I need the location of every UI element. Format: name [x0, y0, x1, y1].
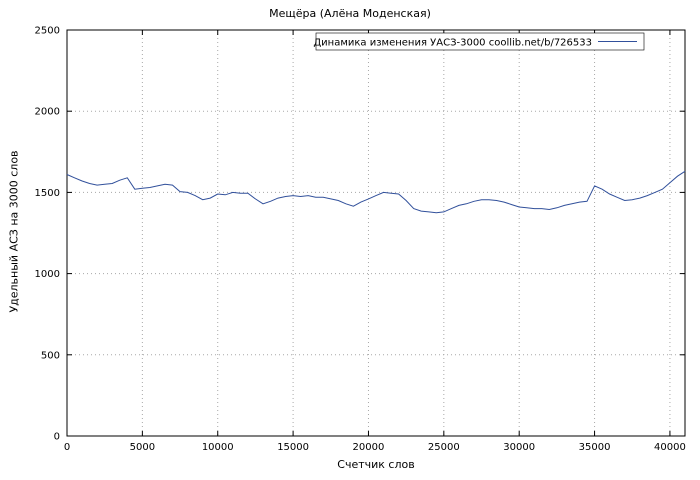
chart-title: Мещёра (Алёна Моденская)	[269, 7, 431, 20]
x-tick-label: 15000	[277, 442, 309, 453]
y-tick-label: 2000	[35, 107, 60, 118]
x-tick-label: 20000	[353, 442, 385, 453]
x-axis-label: Счетчик слов	[337, 458, 415, 471]
legend-label: Динамика изменения УАСЗ-3000 coollib.net…	[313, 38, 592, 49]
x-tick-label: 5000	[130, 442, 155, 453]
x-tick-label: 10000	[202, 442, 234, 453]
x-tick-label: 0	[64, 442, 70, 453]
y-tick-label: 1000	[35, 269, 60, 280]
y-tick-label: 0	[54, 432, 60, 443]
y-tick-label: 1500	[35, 188, 60, 199]
x-tick-label: 35000	[579, 442, 611, 453]
y-tick-label: 500	[41, 350, 60, 361]
plot-border	[66, 29, 686, 437]
x-tick-label: 40000	[654, 442, 686, 453]
series-line	[66, 170, 686, 214]
y-tick-label: 2500	[35, 26, 60, 37]
legend-box	[315, 32, 645, 51]
x-tick-label: 25000	[428, 442, 460, 453]
x-tick-label: 30000	[503, 442, 535, 453]
